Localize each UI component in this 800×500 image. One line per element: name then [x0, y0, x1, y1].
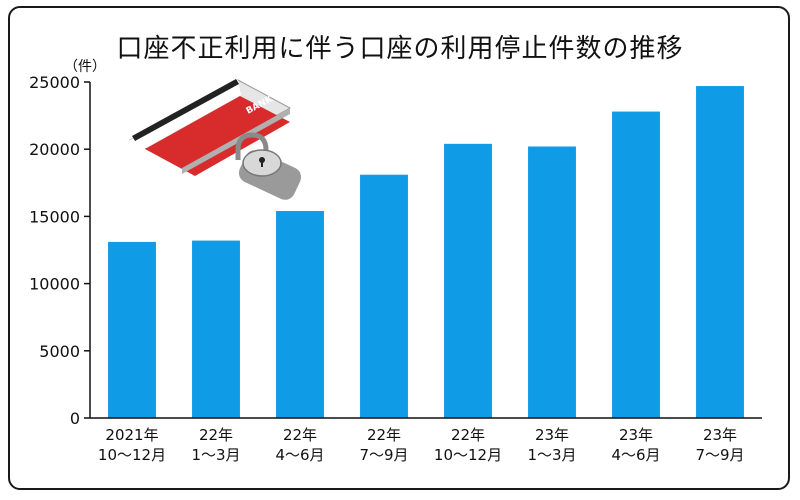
x-tick-label: 10～12月 — [434, 446, 502, 464]
y-tick-label: 25000 — [29, 73, 80, 92]
y-tick-label: 0 — [70, 409, 80, 428]
bar — [360, 174, 408, 418]
bar — [108, 241, 156, 418]
bar — [696, 86, 744, 419]
y-tick-label: 15000 — [29, 207, 80, 226]
x-tick-label: 23年 — [619, 426, 653, 444]
x-tick-label: 4～6月 — [611, 446, 660, 464]
x-tick-label: 2021年 — [105, 426, 158, 444]
axes: 0 5000 10000 15000 20000 25000 2021年 10～12月 22年 1… — [29, 73, 762, 464]
x-tick-label: 1～3月 — [527, 446, 576, 464]
bank-card-padlock-illustration: BANK — [128, 79, 302, 200]
padlock-icon — [235, 132, 302, 200]
x-tick-label: 7～9月 — [695, 446, 744, 464]
y-axis-unit-label: （件） — [64, 59, 106, 75]
bar — [612, 111, 660, 419]
bar — [444, 143, 492, 418]
bar — [528, 146, 576, 418]
x-tick-label: 22年 — [283, 426, 317, 444]
x-tick-label: 1～3月 — [191, 446, 240, 464]
bars-layer — [108, 86, 744, 419]
x-tick-label: 4～6月 — [275, 446, 324, 464]
x-tick-label: 22年 — [199, 426, 233, 444]
y-tick-label: 5000 — [39, 342, 80, 361]
x-tick-label: 22年 — [451, 426, 485, 444]
x-tick-label: 7～9月 — [359, 446, 408, 464]
x-tick-label: 23年 — [703, 426, 737, 444]
y-tick-label: 10000 — [29, 275, 80, 294]
bar — [276, 211, 324, 418]
x-tick-label: 10～12月 — [98, 446, 166, 464]
x-tick-label: 22年 — [367, 426, 401, 444]
chart-title: 口座不正利用に伴う口座の利用停止件数の推移 — [116, 34, 684, 64]
x-tick-label: 23年 — [535, 426, 569, 444]
bar — [192, 240, 240, 418]
bank-card-icon: BANK — [128, 79, 292, 176]
y-tick-label: 20000 — [29, 140, 80, 159]
